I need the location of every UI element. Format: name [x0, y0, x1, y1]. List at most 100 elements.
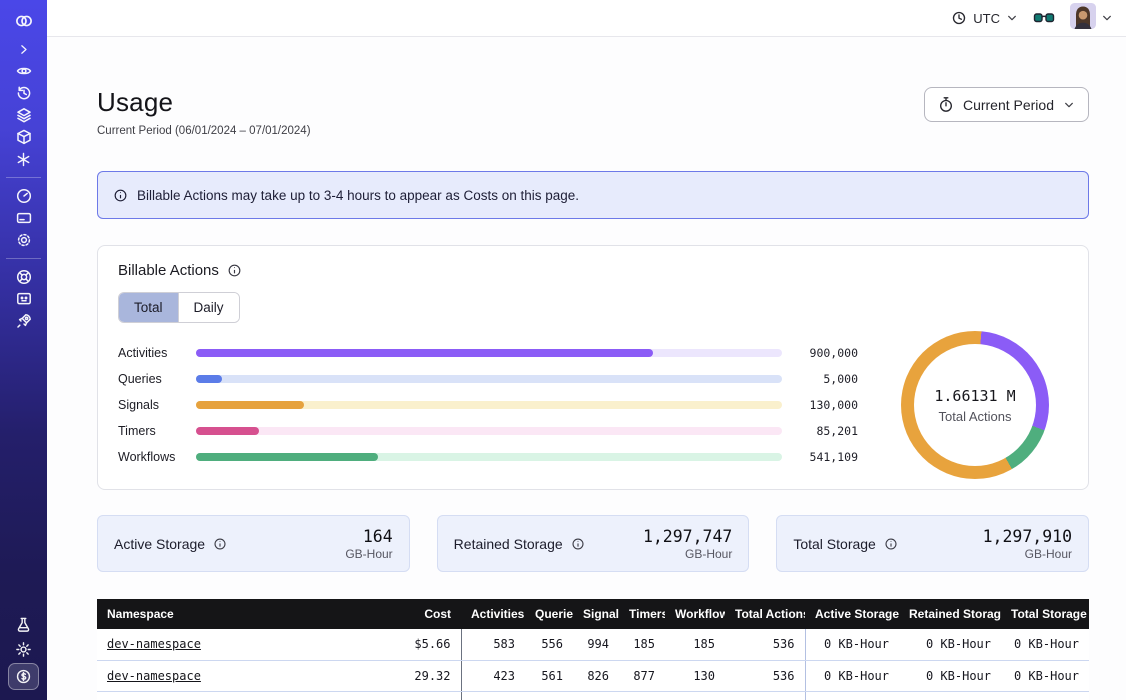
storage-card-value: 1,297,910GB-Hour [983, 527, 1072, 561]
history-icon[interactable] [0, 82, 47, 104]
storage-card-value: 164GB-Hour [345, 527, 392, 561]
table-cell: 826 [573, 660, 619, 691]
sun-icon[interactable] [0, 638, 47, 660]
table-cell: 561 [525, 660, 573, 691]
main-area: UTC Usage [47, 0, 1126, 700]
account-menu[interactable] [1070, 3, 1113, 34]
sidebar-divider [6, 177, 41, 178]
table-cell: 0 KB-Hour [1001, 629, 1089, 660]
coin-icon[interactable] [8, 663, 39, 690]
total-actions-value: 1.66131 M [934, 387, 1015, 405]
rocket-icon[interactable] [0, 310, 47, 332]
info-icon[interactable] [884, 537, 898, 551]
page-title: Usage [97, 87, 311, 118]
info-icon[interactable] [571, 537, 585, 551]
table-row: dev-namespace$3.354925368838166001300 KB… [97, 691, 1089, 700]
table-cell: $5.66 [389, 629, 461, 660]
timezone-label: UTC [973, 11, 1000, 26]
namespace-usage-table: NamespaceCostActivitiesQueriesSignalsTim… [97, 599, 1089, 700]
namespace-link[interactable]: dev-namespace [107, 669, 201, 683]
donut-center: 1.66131 M Total Actions [914, 344, 1036, 466]
table-cell: 130 [665, 660, 725, 691]
bar-value: 541,109 [796, 450, 858, 464]
sidebar-mid-group [0, 185, 47, 251]
bar-label: Signals [118, 398, 182, 412]
table-cell: 185 [665, 629, 725, 660]
table-cell: 583 [461, 629, 525, 660]
bar-fill [196, 427, 259, 435]
billing-card-icon[interactable] [0, 207, 47, 229]
billable-actions-card: Billable Actions Total Daily Activities 9… [97, 245, 1089, 490]
column-header-activities: Activities [461, 599, 525, 629]
storage-card-label: Active Storage [114, 536, 227, 552]
storage-card-label: Total Storage [793, 536, 898, 552]
asterisk-icon[interactable] [0, 148, 47, 170]
layers-icon[interactable] [0, 104, 47, 126]
gear-icon[interactable] [0, 229, 47, 251]
table-cell: 600 [665, 691, 725, 700]
column-header-queries: Queries [525, 599, 573, 629]
bar-chart: Activities900,000Queries5,000Signals130,… [118, 345, 882, 465]
storage-summary-row: Active Storage 164GB-Hour Retained Storage… [97, 515, 1089, 572]
table-cell: 0 KB-Hour [899, 691, 1001, 700]
table-cell: 0 KB-Hour [805, 691, 899, 700]
bar-label: Workflows [118, 450, 182, 464]
bar-track [196, 401, 782, 409]
lifebuoy-icon[interactable] [0, 266, 47, 288]
eye-icon[interactable] [0, 60, 47, 82]
bar-label: Activities [118, 346, 182, 360]
column-header-workflows: Workflows [665, 599, 725, 629]
bar-row-workflows: Workflows 541,109 [118, 449, 858, 465]
table-cell: 0 KB-Hour [1001, 691, 1089, 700]
billable-actions-title: Billable Actions [118, 262, 219, 279]
cube-icon[interactable] [0, 126, 47, 148]
column-header-active-storage: Active Storage [805, 599, 899, 629]
table-cell: 816 [619, 691, 665, 700]
column-header-signals: Signals [573, 599, 619, 629]
table-header-row: NamespaceCostActivitiesQueriesSignalsTim… [97, 599, 1089, 629]
current-period-button[interactable]: Current Period [924, 87, 1089, 122]
timezone-menu[interactable]: UTC [951, 10, 1018, 26]
table-cell: 423 [461, 660, 525, 691]
donut-chart: 1.66131 M Total Actions [882, 331, 1068, 479]
bar-fill [196, 375, 222, 383]
view-toggle: Total Daily [118, 292, 240, 323]
flask-icon[interactable] [0, 613, 47, 635]
table-cell: 536 [725, 629, 805, 660]
chevron-down-icon [1101, 12, 1113, 24]
table-cell: 0 KB-Hour [899, 660, 1001, 691]
bar-track [196, 427, 782, 435]
info-icon[interactable] [213, 537, 227, 551]
chevron-down-icon [1063, 99, 1075, 111]
table-cell: 883 [573, 691, 619, 700]
active-storage-card: Active Storage 164GB-Hour [97, 515, 410, 572]
table-cell: $3.35 [389, 691, 461, 700]
bar-fill [196, 453, 378, 461]
bar-label: Queries [118, 372, 182, 386]
table-row: dev-namespace$5.665835569941851855360 KB… [97, 629, 1089, 660]
page-content: Usage Current Period (06/01/2024 – 07/01… [47, 37, 1126, 700]
table-cell: 0 KB-Hour [899, 629, 1001, 660]
topbar: UTC [47, 0, 1126, 37]
page-header: Usage Current Period (06/01/2024 – 07/01… [97, 87, 1089, 137]
bar-label: Timers [118, 424, 182, 438]
page-subtitle: Current Period (06/01/2024 – 07/01/2024) [97, 125, 311, 137]
table-cell: 877 [619, 660, 665, 691]
temporal-logo-icon[interactable] [0, 8, 47, 34]
gauge-icon[interactable] [0, 185, 47, 207]
tab-total[interactable]: Total [119, 293, 178, 322]
chevron-right-icon[interactable] [0, 38, 47, 60]
column-header-namespace: Namespace [97, 599, 389, 629]
terminal-icon[interactable] [0, 288, 47, 310]
storage-card-label: Retained Storage [454, 536, 585, 552]
bar-value: 900,000 [796, 346, 858, 360]
table-cell: 556 [525, 629, 573, 660]
table-cell: 0 KB-Hour [805, 629, 899, 660]
bar-row-queries: Queries5,000 [118, 371, 858, 387]
info-icon[interactable] [227, 263, 242, 278]
column-header-total-storage: Total Storage [1001, 599, 1089, 629]
tab-daily[interactable]: Daily [178, 293, 239, 322]
column-header-timers: Timers [619, 599, 665, 629]
namespace-link[interactable]: dev-namespace [107, 637, 201, 651]
glasses-icon[interactable] [1033, 11, 1055, 25]
